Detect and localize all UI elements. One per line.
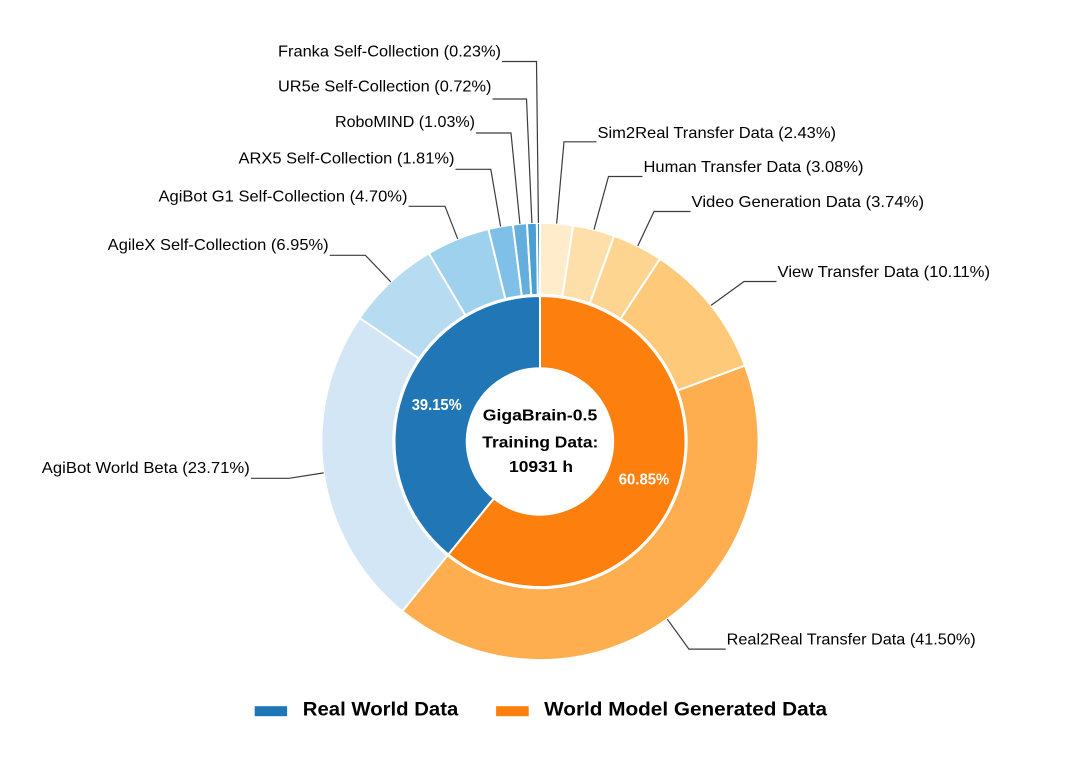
svg-text:ARX5 Self-Collection (1.81%): ARX5 Self-Collection (1.81%) [239,150,455,167]
svg-text:10931 h: 10931 h [509,459,573,476]
svg-text:AgileX Self-Collection (6.95%): AgileX Self-Collection (6.95%) [108,237,329,254]
svg-text:Video Generation Data (3.74%): Video Generation Data (3.74%) [692,194,925,211]
svg-text:60.85%: 60.85% [619,472,670,489]
svg-text:AgiBot World Beta (23.71%): AgiBot World Beta (23.71%) [42,460,250,477]
svg-text:World Model Generated Data: World Model Generated Data [544,700,827,721]
svg-text:GigaBrain-0.5: GigaBrain-0.5 [483,407,598,424]
svg-text:Real2Real Transfer Data (41.50: Real2Real Transfer Data (41.50%) [727,631,976,648]
svg-text:RoboMIND (1.03%): RoboMIND (1.03%) [335,114,475,131]
svg-text:Real World Data: Real World Data [303,700,459,721]
svg-text:Sim2Real Transfer Data (2.43%): Sim2Real Transfer Data (2.43%) [598,125,837,142]
svg-text:Training Data:: Training Data: [482,435,598,452]
svg-text:UR5e Self-Collection (0.72%): UR5e Self-Collection (0.72%) [278,79,492,96]
svg-text:Franka Self-Collection (0.23%): Franka Self-Collection (0.23%) [278,44,501,61]
svg-text:AgiBot G1 Self-Collection (4.7: AgiBot G1 Self-Collection (4.70%) [159,189,408,206]
svg-text:View Transfer Data (10.11%): View Transfer Data (10.11%) [778,264,991,281]
svg-text:39.15%: 39.15% [412,397,462,414]
svg-text:Human Transfer Data (3.08%): Human Transfer Data (3.08%) [644,159,864,176]
